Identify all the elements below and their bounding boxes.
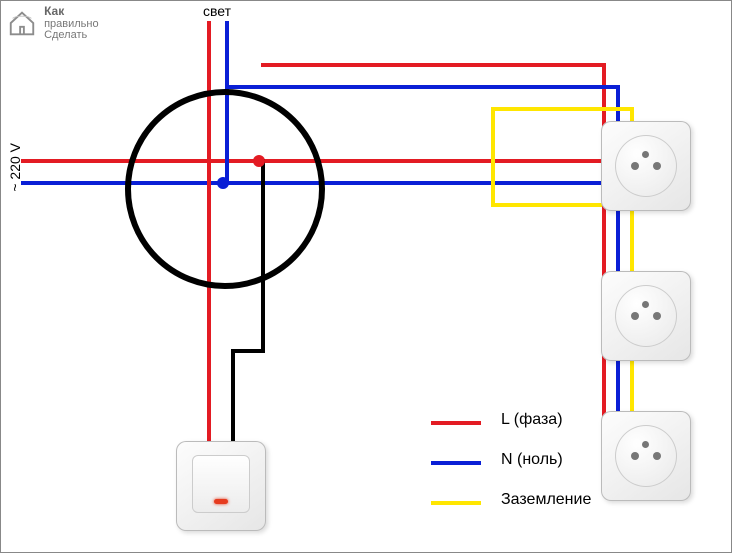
junction-dot-n xyxy=(217,177,229,189)
wire-pe xyxy=(491,107,495,207)
house-icon xyxy=(7,8,37,38)
junction-box xyxy=(125,89,325,289)
socket-hole xyxy=(631,312,639,320)
junction-dot-l xyxy=(253,155,265,167)
socket-hole xyxy=(631,162,639,170)
legend-swatch-l xyxy=(431,421,481,425)
wire-pe xyxy=(491,107,634,111)
socket-hole xyxy=(653,452,661,460)
legend-label-n: N (ноль) xyxy=(501,451,563,469)
wire-sw xyxy=(231,349,265,353)
watermark-line2: правильно xyxy=(44,18,99,30)
wire-pe xyxy=(491,203,602,207)
diagram-stage: Как правильно Сделать свет ~ 220 V L (фа… xyxy=(0,0,732,553)
socket-hole xyxy=(642,301,649,308)
switch-rocker xyxy=(192,455,250,513)
legend-label-l: L (фаза) xyxy=(501,411,563,429)
label-top: свет xyxy=(203,3,231,19)
power-socket xyxy=(601,121,691,211)
power-socket xyxy=(601,411,691,501)
legend-swatch-n xyxy=(431,461,481,465)
power-socket xyxy=(601,271,691,361)
socket-hole xyxy=(631,452,639,460)
wire-n xyxy=(225,85,620,89)
light-switch xyxy=(176,441,266,531)
socket-face xyxy=(615,285,677,347)
socket-face xyxy=(615,425,677,487)
socket-face xyxy=(615,135,677,197)
socket-hole xyxy=(642,151,649,158)
wire-sw xyxy=(231,349,235,446)
switch-indicator xyxy=(214,499,228,504)
watermark-line1: Как xyxy=(44,4,64,18)
socket-hole xyxy=(642,441,649,448)
wire-l xyxy=(261,63,606,67)
watermark: Как правильно Сделать xyxy=(7,5,99,42)
socket-hole xyxy=(653,312,661,320)
legend-label-pe: Заземление xyxy=(501,491,591,509)
watermark-line3: Сделать xyxy=(44,29,87,41)
legend-swatch-pe xyxy=(431,501,481,505)
socket-hole xyxy=(653,162,661,170)
